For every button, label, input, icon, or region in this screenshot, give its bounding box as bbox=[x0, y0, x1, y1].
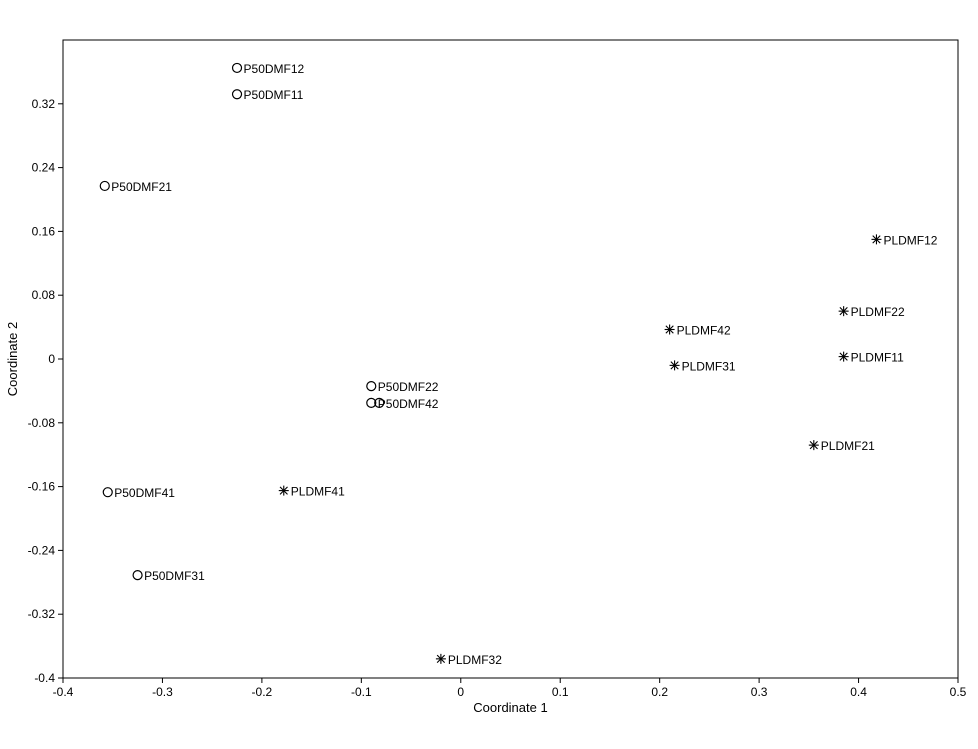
point-label: PLDMF32 bbox=[448, 653, 502, 667]
y-tick-label: -0.24 bbox=[28, 543, 56, 557]
point-label: P50DMF42 bbox=[378, 397, 439, 411]
point-marker-circle bbox=[367, 382, 376, 391]
y-tick-label: 0.16 bbox=[32, 224, 56, 238]
point-label: PLDMF21 bbox=[821, 439, 875, 453]
x-tick-label: 0.4 bbox=[850, 685, 867, 699]
point-label: P50DMF31 bbox=[144, 569, 205, 583]
point-label: PLDMF12 bbox=[883, 233, 937, 247]
point-label: P50DMF41 bbox=[114, 486, 175, 500]
x-axis-title: Coordinate 1 bbox=[473, 700, 547, 715]
point-label: P50DMF22 bbox=[378, 380, 439, 394]
y-axis-title: Coordinate 2 bbox=[5, 322, 20, 396]
x-tick-label: -0.1 bbox=[351, 685, 372, 699]
point-label: PLDMF11 bbox=[851, 351, 904, 365]
y-tick-label: -0.16 bbox=[28, 480, 56, 494]
y-tick-label: -0.4 bbox=[34, 671, 55, 685]
y-tick-label: 0.24 bbox=[32, 161, 56, 175]
x-tick-label: 0.5 bbox=[950, 685, 967, 699]
x-tick-label: -0.2 bbox=[252, 685, 273, 699]
point-label: P50DMF12 bbox=[244, 62, 305, 76]
x-tick-label: 0.2 bbox=[651, 685, 668, 699]
point-marker-circle bbox=[103, 488, 112, 497]
point-marker-circle bbox=[233, 63, 242, 72]
chart-svg: -0.4 -0.3 -0.2 -0.1 0 0.1 0.2 0.3 0.4 0.5 -0.4 -0.3… bbox=[0, 0, 978, 749]
x-tick-label: -0.3 bbox=[152, 685, 173, 699]
point-marker-circle bbox=[100, 181, 109, 190]
point-label: P50DMF21 bbox=[111, 180, 172, 194]
x-tick-label: -0.4 bbox=[53, 685, 74, 699]
point-marker-circle bbox=[133, 571, 142, 580]
scatter-chart: -0.4 -0.3 -0.2 -0.1 0 0.1 0.2 0.3 0.4 0.5 -0.4 -0.3… bbox=[0, 0, 978, 749]
point-marker-circle bbox=[233, 90, 242, 99]
y-tick-label: 0.32 bbox=[32, 97, 56, 111]
point-label: PLDMF41 bbox=[291, 485, 345, 499]
point-label: P50DMF11 bbox=[244, 88, 304, 102]
point-label: PLDMF42 bbox=[677, 323, 731, 337]
y-tick-label: 0.08 bbox=[32, 288, 56, 302]
y-tick-label: -0.32 bbox=[28, 607, 56, 621]
point-label: PLDMF22 bbox=[851, 305, 905, 319]
y-tick-label: 0 bbox=[48, 352, 55, 366]
y-tick-label: -0.08 bbox=[28, 416, 56, 430]
point-label: PLDMF31 bbox=[682, 359, 736, 373]
x-tick-label: 0.1 bbox=[552, 685, 569, 699]
x-tick-label: 0.3 bbox=[751, 685, 768, 699]
x-tick-label: 0 bbox=[457, 685, 464, 699]
